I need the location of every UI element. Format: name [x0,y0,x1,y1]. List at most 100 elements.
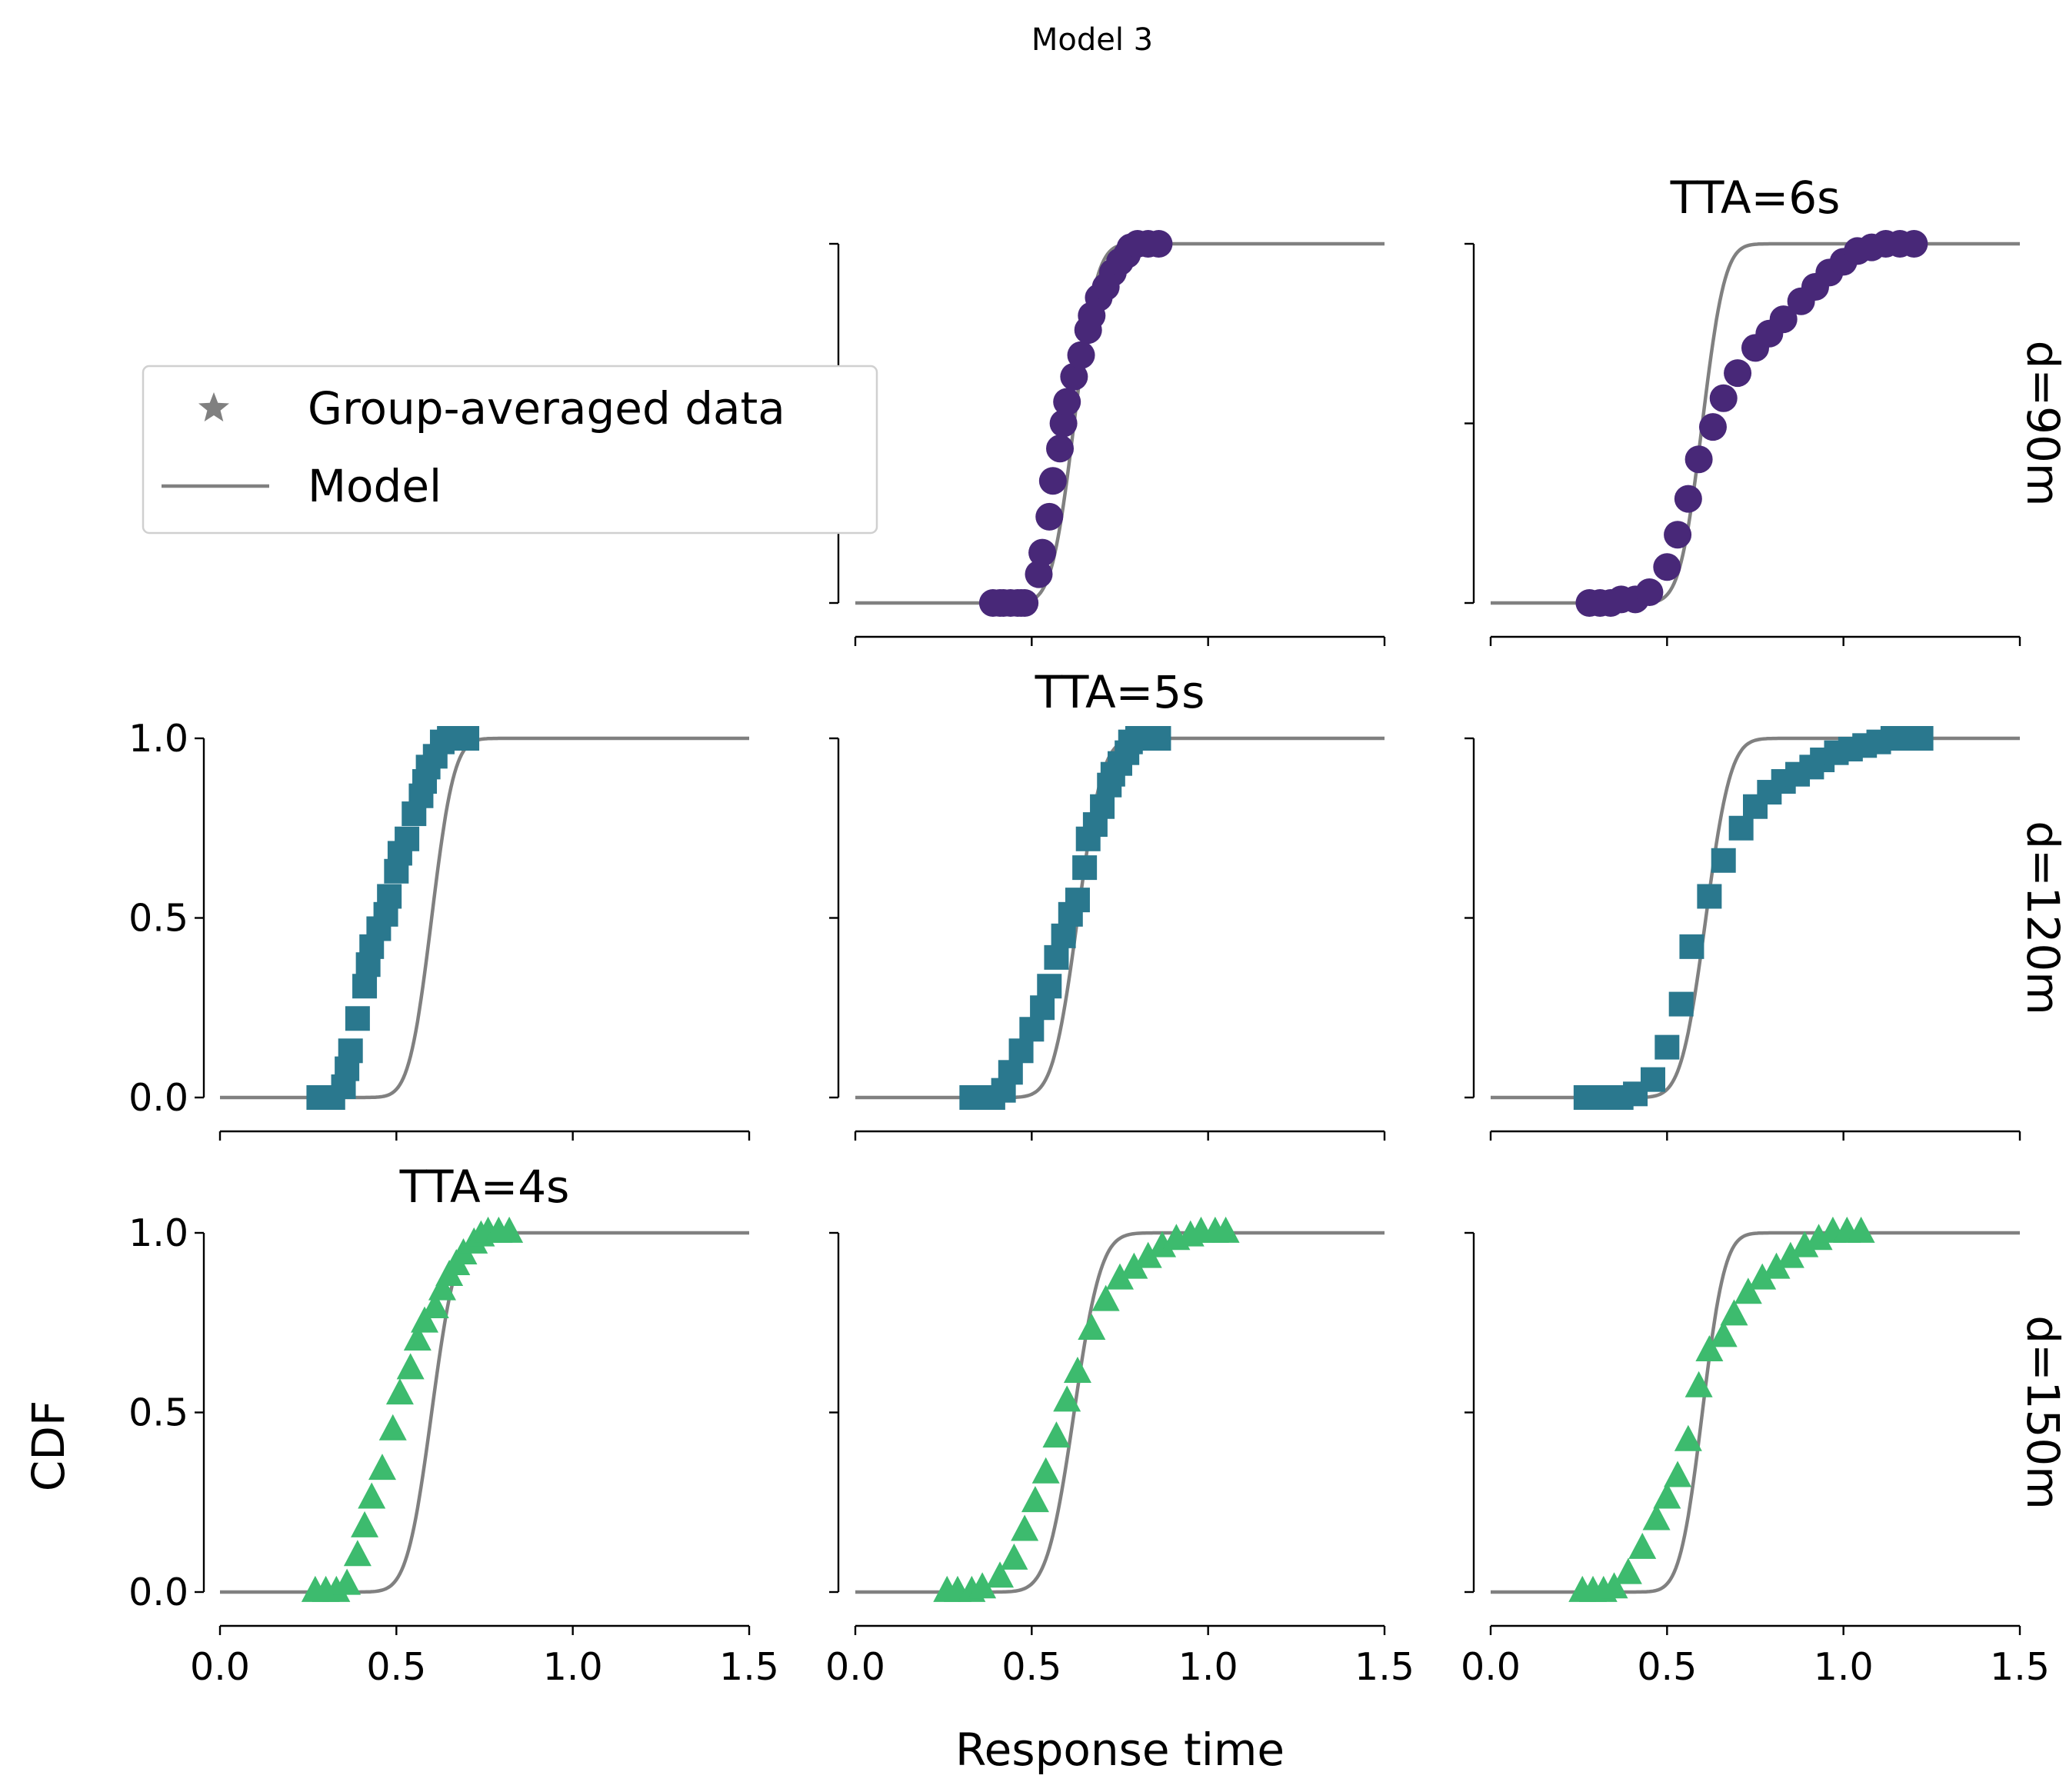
y-axis-label: CDF [22,1401,75,1492]
data-point [455,726,480,751]
data-point [1734,1277,1762,1304]
data-point [1679,934,1704,959]
model-curve [855,241,1385,605]
data-point [495,1216,524,1243]
data-point [345,1006,370,1031]
row-label: d=150m [2017,1315,2066,1510]
data-point [1063,1357,1091,1384]
data-point [1908,726,1934,751]
x-tick-label: 1.5 [1355,1645,1415,1689]
data-point [1684,1371,1713,1397]
data-point [1025,560,1053,588]
data-point [1724,359,1752,388]
legend-entry-model: Model [308,460,442,512]
data-point [1711,848,1736,873]
data-point [421,1291,449,1318]
y-tick-label: 0.5 [128,1391,188,1435]
x-tick-label: 0.0 [1461,1645,1521,1689]
data-point [358,1482,386,1509]
figure-title: Model 3 [1031,22,1153,58]
data-point [1146,726,1171,751]
data-point [1709,1321,1738,1347]
data-point [352,974,378,999]
data-point [1120,1252,1148,1279]
x-tick-label: 0.5 [366,1645,426,1689]
panel-r1-c0: 0.0 0.5 1.0 [128,717,751,1141]
row-label: d=90m [2017,341,2066,507]
data-point [1791,1231,1819,1257]
legend-star-icon [198,392,229,421]
data-point [368,1454,396,1481]
data-point [1674,1424,1702,1451]
y-tick-label: 0.5 [128,897,188,941]
data-point [378,1414,407,1441]
panel-r1-c2 [1465,726,2021,1141]
legend-entry-data: Group-averaged data [308,382,785,435]
data-point [1028,538,1057,567]
x-tick-label: 1.0 [543,1645,603,1689]
model-curve [220,1231,749,1594]
data-point [1021,1486,1049,1513]
data-point [1090,794,1115,819]
data-point [986,1561,1015,1588]
legend: Group-averaged data Model [142,365,878,535]
data-point [1035,502,1064,531]
data-point [1697,884,1722,909]
data-point [385,1378,414,1405]
data-point [403,1324,432,1351]
model-curve [1491,241,2020,605]
data-point [1031,1457,1060,1484]
data-point [1653,553,1681,581]
data-point [351,1511,379,1537]
data-point [1019,1017,1045,1042]
data-point [1628,1532,1657,1559]
panel-r2-c1: 0.0 0.5 1.0 1.5 [825,1216,1415,1689]
panel-r0-c1 [829,230,1386,646]
data-point [338,1038,363,1064]
x-tick-label: 1.0 [1814,1645,1874,1689]
panel-grid: 0.0 0.5 1.0 0.0 0.5 1.0 0.0 0.5 1.0 1.5 0.0 0.5 1.0 1… [128,172,2066,1689]
data-point [1762,1252,1791,1279]
data-point [1042,1421,1071,1448]
data-point [1049,409,1078,438]
y-tick-label: 1.0 [128,717,188,761]
data-point [1664,521,1692,549]
data-point [1600,1572,1628,1599]
data-point [998,1060,1023,1085]
data-point [1000,1543,1028,1570]
data-point [1053,1385,1081,1412]
data-point [1067,341,1095,369]
data-point [1053,388,1081,416]
data-point [428,1274,456,1301]
data-point [333,1568,362,1595]
data-point [1642,1504,1671,1531]
x-axis-label: Response time [955,1724,1285,1776]
data-point [395,826,420,851]
data-point [1060,362,1088,391]
x-tick-label: 0.5 [1637,1645,1697,1689]
x-tick-label: 1.5 [719,1645,779,1689]
star-shape [198,392,229,421]
data-point [968,1572,997,1599]
data-point [1847,1216,1875,1243]
panel-r1-c1 [829,726,1386,1141]
x-tick-label: 0.5 [1001,1645,1061,1689]
data-point [1668,991,1694,1017]
data-point [1728,815,1754,841]
x-tick-label: 0.0 [190,1645,250,1689]
data-point [1695,1335,1724,1362]
data-point [1038,467,1067,495]
data-point [1011,1514,1039,1541]
data-point [1698,413,1727,441]
panel-r2-c2: 0.0 0.5 1.0 1.5 [1461,1216,2050,1689]
data-point [1900,230,1928,258]
row-label: d=120m [2017,821,2066,1015]
data-point [1720,1299,1748,1326]
model-curve [220,736,749,1100]
model-curve [1491,736,2020,1100]
data-point [1008,1038,1034,1064]
data-point [1037,974,1062,999]
data-point [1635,578,1664,606]
data-point [1664,1461,1692,1487]
